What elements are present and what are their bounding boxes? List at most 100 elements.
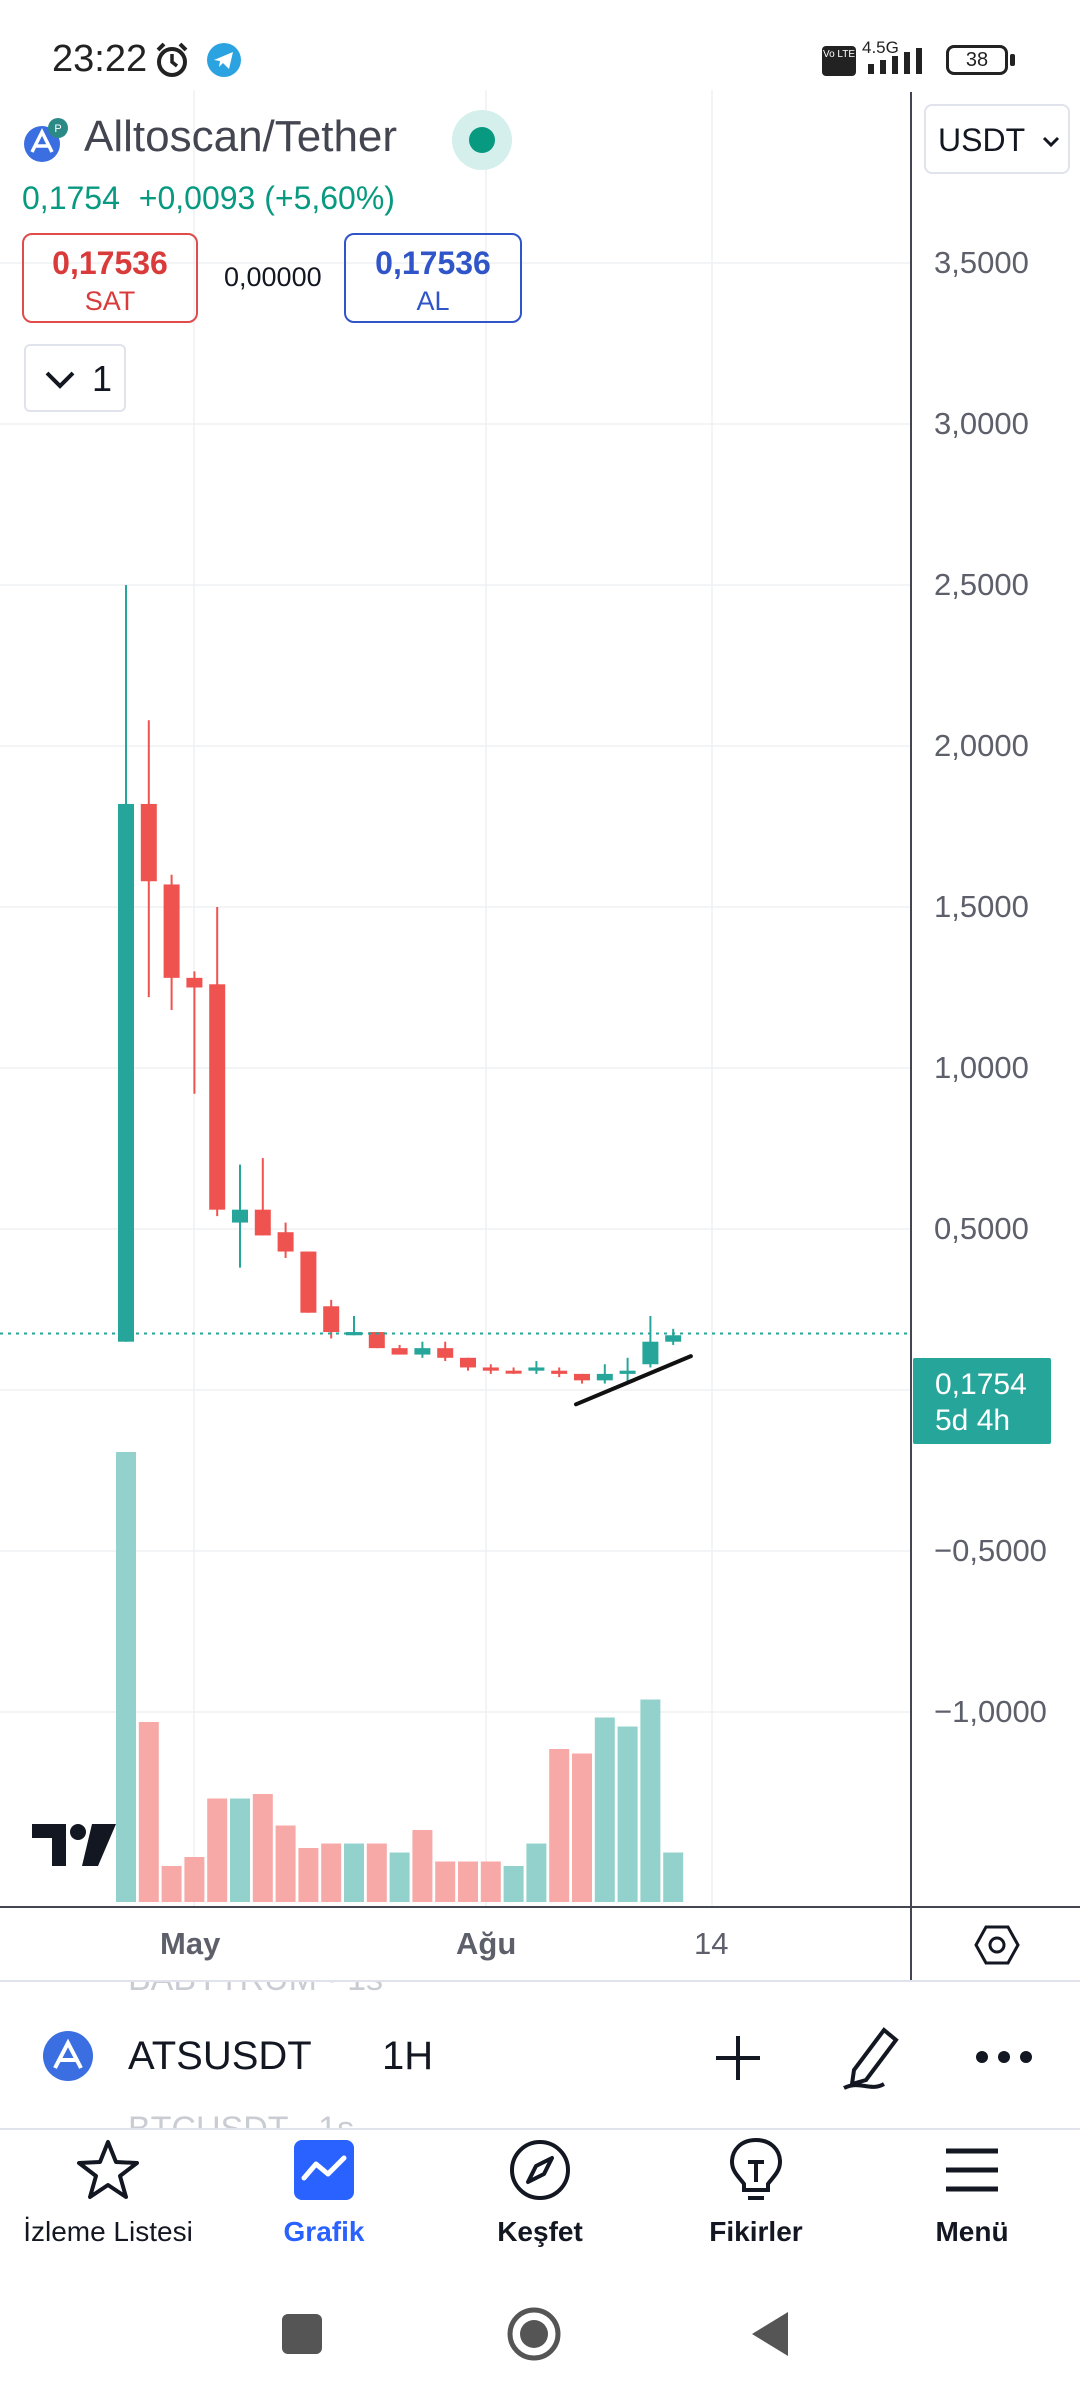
price-chart[interactable]	[0, 90, 912, 1910]
candle-body	[368, 1332, 385, 1349]
symbol-title[interactable]: Alltoscan/Tether	[84, 112, 398, 161]
quantity-selector[interactable]: 1	[24, 344, 126, 412]
price-axis-label: 3,0000	[934, 406, 1029, 441]
volume-bar	[572, 1753, 592, 1902]
ghost-symbol-below: BTCUSDT · 1s	[128, 2110, 355, 2130]
candle-body	[391, 1348, 408, 1355]
price-axis-label: 0,5000	[934, 1211, 1029, 1246]
candle-body	[505, 1370, 522, 1374]
nav-watchlist[interactable]: İzleme Listesi	[0, 2130, 216, 2248]
time-axis[interactable]: May Ağu 14	[0, 1908, 910, 1978]
candle-body	[414, 1348, 431, 1355]
volume-bar	[116, 1452, 136, 1902]
countdown-label: 5d 4h	[935, 1404, 1011, 1437]
candle-body	[254, 1209, 271, 1236]
volume-bar	[458, 1861, 478, 1902]
candle-body	[186, 977, 203, 988]
volte-badge: Vo LTE	[822, 46, 856, 76]
candle-body	[209, 984, 226, 1210]
buy-button[interactable]: 0,17536 AL	[344, 233, 522, 323]
toolbar-interval[interactable]: 1H	[382, 2034, 434, 2078]
candle-body	[619, 1370, 636, 1374]
nav-menu[interactable]: Menü	[864, 2130, 1080, 2248]
price-line: 0,1754 +0,0093 (+5,60%)	[22, 180, 395, 217]
ghost-symbol-above: BABYTRUM · 1s	[128, 1982, 383, 1999]
time-axis-label: 14	[694, 1926, 729, 1961]
nav-label: Keşfet	[497, 2216, 583, 2247]
volume-bar	[412, 1830, 433, 1902]
star-icon	[77, 2140, 139, 2199]
currency-selector[interactable]: USDT	[924, 104, 1070, 174]
buy-price: 0,17536	[375, 245, 491, 281]
buy-label: AL	[416, 286, 450, 316]
volume-bar	[321, 1843, 342, 1902]
volume-bar	[230, 1798, 250, 1902]
chevron-down-icon	[45, 371, 75, 389]
volume-bar	[435, 1861, 456, 1902]
chart-icon	[294, 2140, 354, 2200]
alarm-icon	[156, 42, 188, 77]
lightbulb-icon	[729, 2137, 783, 2200]
nav-label: İzleme Listesi	[23, 2216, 193, 2247]
nav-chart[interactable]: Grafik	[216, 2130, 432, 2248]
volume-bar	[549, 1749, 570, 1902]
status-bar: 23:22 Vo LTE 4.5G 38	[0, 0, 1080, 110]
candle-body	[665, 1335, 682, 1342]
sell-label: SAT	[84, 286, 136, 316]
currency-value: USDT	[938, 122, 1026, 158]
volume-bar	[617, 1726, 638, 1902]
candle-body	[551, 1370, 568, 1374]
telegram-icon	[207, 43, 241, 77]
candle-body	[163, 884, 180, 978]
svg-text:P: P	[54, 123, 61, 135]
price-axis-label: 1,5000	[934, 889, 1029, 924]
volume-bar	[344, 1843, 364, 1902]
candle-body	[528, 1367, 545, 1371]
battery-tip	[1010, 54, 1015, 66]
volume-bar	[138, 1722, 159, 1902]
price-axis-label: 2,0000	[934, 728, 1029, 763]
system-back-button[interactable]	[748, 2310, 790, 2358]
nav-explore[interactable]: Keşfet	[432, 2130, 648, 2248]
toolbar-symbol[interactable]: ATSUSDT	[128, 2034, 312, 2078]
more-options-icon[interactable]	[974, 2048, 1034, 2066]
candle-body	[574, 1373, 590, 1381]
battery-icon: 38	[946, 45, 1008, 75]
market-status-dot	[469, 127, 495, 153]
candle-body	[642, 1341, 659, 1365]
nav-ideas[interactable]: Fikirler	[648, 2130, 864, 2248]
last-price: 0,1754	[22, 180, 120, 216]
sell-price: 0,17536	[52, 245, 168, 281]
candle-body	[300, 1251, 317, 1313]
last-price-label: 0,1754	[935, 1368, 1027, 1401]
chart-settings-icon[interactable]	[974, 1924, 1020, 1966]
signal-icon	[868, 48, 922, 74]
symbol-logo: P	[22, 118, 68, 164]
volume-bar	[389, 1852, 410, 1902]
symbol-logo-icon	[43, 2031, 93, 2081]
volume-bar	[594, 1717, 615, 1902]
add-plus-icon[interactable]	[712, 2032, 764, 2084]
price-axis-label: 2,5000	[934, 567, 1029, 602]
last-price-tag: 0,1754 5d 4h	[913, 1358, 1051, 1444]
volume-bar	[207, 1798, 228, 1902]
nav-label: Menü	[935, 2216, 1009, 2247]
time-axis-divider	[0, 1906, 1080, 1908]
volume-bar	[275, 1825, 296, 1902]
quantity-value: 1	[92, 358, 113, 399]
time-axis-label: Ağu	[456, 1926, 517, 1961]
drawing-pen-icon[interactable]	[840, 2022, 904, 2092]
sell-button[interactable]: 0,17536 SAT	[22, 233, 198, 323]
symbol-toolbar: BABYTRUM · 1s BTCUSDT · 1s ATSUSDT 1H	[0, 1980, 1080, 2130]
candle-body	[277, 1232, 294, 1252]
system-recents-button[interactable]	[282, 2314, 322, 2354]
volume-bar	[503, 1866, 524, 1902]
volume-bar	[252, 1794, 273, 1902]
spread-value: 0,00000	[224, 262, 322, 292]
system-home-button[interactable]	[506, 2306, 562, 2362]
status-time: 23:22	[52, 38, 148, 80]
candle-body	[437, 1348, 454, 1358]
volume-bar	[663, 1852, 684, 1902]
price-axis-label: 1,0000	[934, 1050, 1029, 1085]
candle-body	[482, 1367, 499, 1371]
